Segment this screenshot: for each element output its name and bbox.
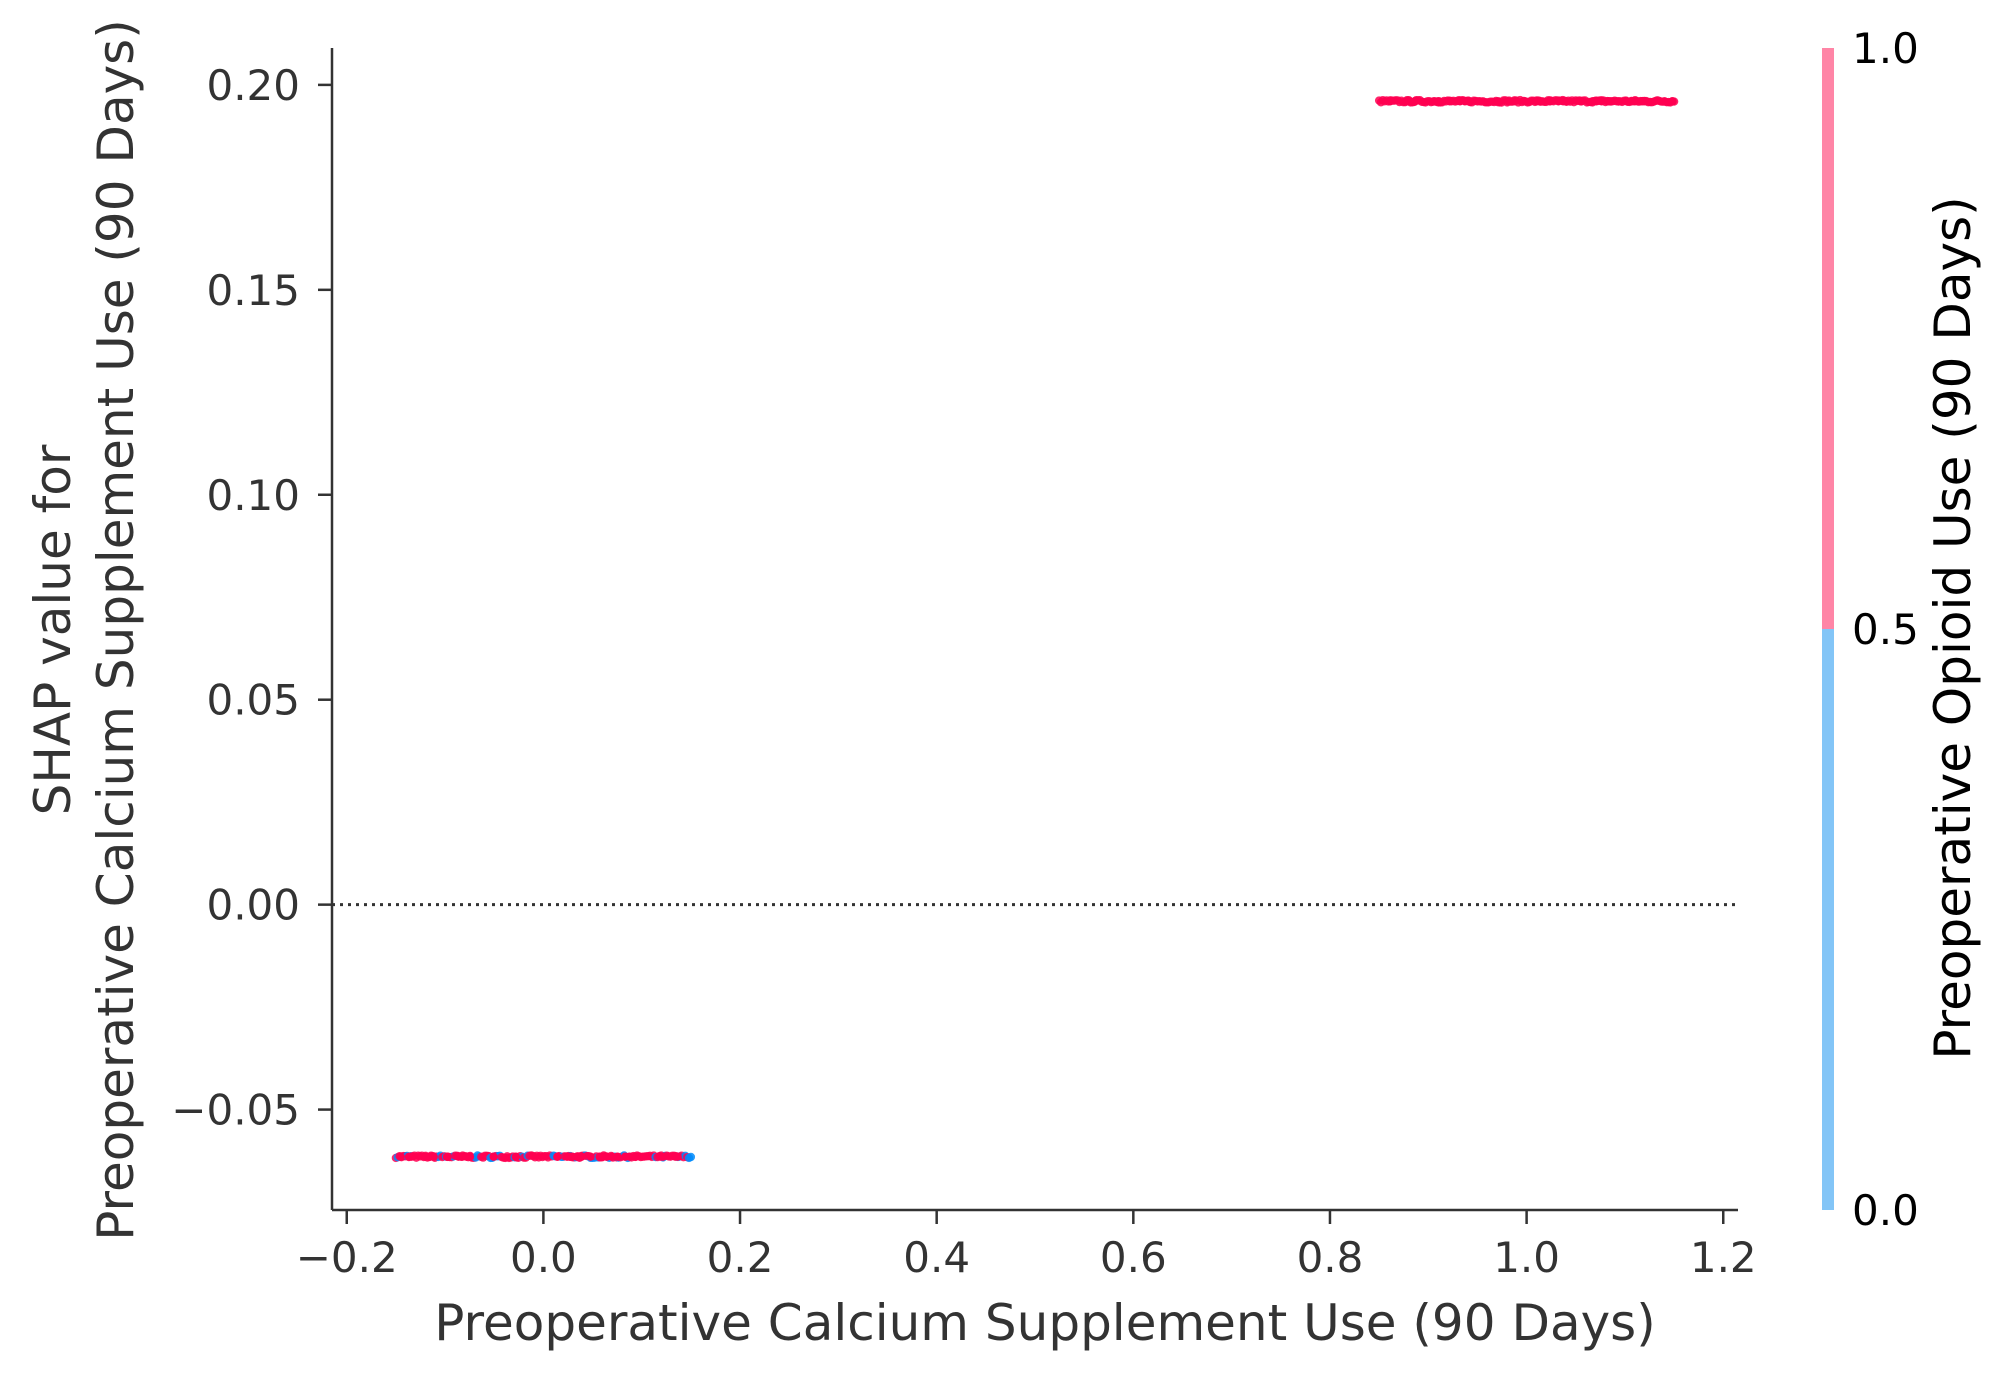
scatter-point — [1627, 97, 1636, 106]
scatter-point — [563, 1152, 572, 1161]
colorbar-tick-label: 0.5 — [1852, 605, 1919, 654]
scatter-point — [1520, 97, 1529, 106]
scatter-point — [489, 1152, 498, 1161]
scatter-point — [462, 1152, 471, 1161]
colorbar-tick-label: 1.0 — [1852, 24, 1919, 73]
y-axis-ticks: −0.05 0.00 0.05 0.10 0.15 0.20 — [171, 61, 332, 1135]
x-tick-label: −0.2 — [296, 1233, 398, 1282]
y-tick-label: 0.00 — [206, 881, 300, 930]
y-axis-title-line1: SHAP value for — [24, 444, 82, 815]
colorbar-title: Preoperative Opioid Use (90 Days) — [1924, 196, 1982, 1059]
colorbar-tick-label: 0.0 — [1852, 1186, 1919, 1235]
y-tick-label: 0.20 — [206, 61, 300, 110]
scatter-point — [1465, 97, 1475, 106]
scatter-point — [1668, 97, 1677, 106]
scatter-point — [673, 1152, 682, 1161]
x-tick-label: 0.6 — [1100, 1233, 1167, 1282]
y-tick-label: 0.05 — [206, 676, 300, 725]
scatter-point — [1445, 97, 1454, 106]
scatter-point — [608, 1152, 617, 1161]
y-tick-label: 0.15 — [206, 266, 300, 315]
scatter-point — [658, 1152, 668, 1161]
scatter-point — [1545, 97, 1555, 106]
x-tick-label: 0.2 — [707, 1233, 774, 1282]
scatter-point — [1576, 97, 1585, 106]
x-tick-label: 0.0 — [510, 1233, 577, 1282]
scatter-point — [553, 1152, 562, 1161]
y-tick-label: 0.10 — [206, 471, 300, 520]
scatter-point — [396, 1152, 405, 1161]
y-axis-title-line2: Preoperative Calcium Supplement Use (90 … — [87, 19, 145, 1240]
scatter-point — [586, 1152, 595, 1161]
x-tick-label: 0.4 — [903, 1233, 970, 1282]
scatter-point — [577, 1152, 586, 1161]
scatter-point — [511, 1152, 521, 1161]
y-tick-label: −0.05 — [171, 1086, 300, 1135]
scatter-point — [407, 1152, 416, 1161]
scatter-point — [1558, 97, 1568, 106]
scatter-point — [1493, 97, 1503, 106]
x-axis-ticks: −0.2 0.0 0.2 0.4 0.6 0.8 1.0 1.2 — [296, 1210, 1757, 1282]
scatter-point — [1503, 97, 1513, 106]
x-tick-label: 0.8 — [1297, 1233, 1364, 1282]
scatter-point — [1405, 97, 1414, 106]
scatter-point — [1603, 97, 1613, 106]
scatter-point — [1588, 97, 1597, 106]
scatter-point — [686, 1152, 696, 1162]
scatter-point — [1509, 97, 1519, 106]
scatter-point — [421, 1152, 430, 1161]
scatter-point — [1532, 97, 1542, 106]
colorbar-high-segment — [1822, 48, 1834, 629]
scatter-point — [631, 1152, 640, 1161]
scatter-point — [1429, 97, 1439, 106]
scatter-point — [625, 1152, 634, 1161]
scatter-point — [429, 1152, 438, 1161]
scatter-point — [595, 1152, 604, 1161]
colorbar: 0.0 0.5 1.0 — [1822, 24, 1919, 1235]
scatter-point — [443, 1152, 452, 1161]
colorbar-low-segment — [1822, 629, 1834, 1210]
scatter-point — [1639, 97, 1649, 106]
x-tick-label: 1.0 — [1493, 1233, 1560, 1282]
scatter-point — [1660, 97, 1669, 106]
scatter-points — [391, 95, 1679, 1163]
scatter-point — [1385, 97, 1395, 106]
scatter-point — [1614, 97, 1623, 106]
x-axis-title: Preoperative Calcium Supplement Use (90 … — [434, 1294, 1655, 1352]
x-tick-label: 1.2 — [1690, 1233, 1757, 1282]
